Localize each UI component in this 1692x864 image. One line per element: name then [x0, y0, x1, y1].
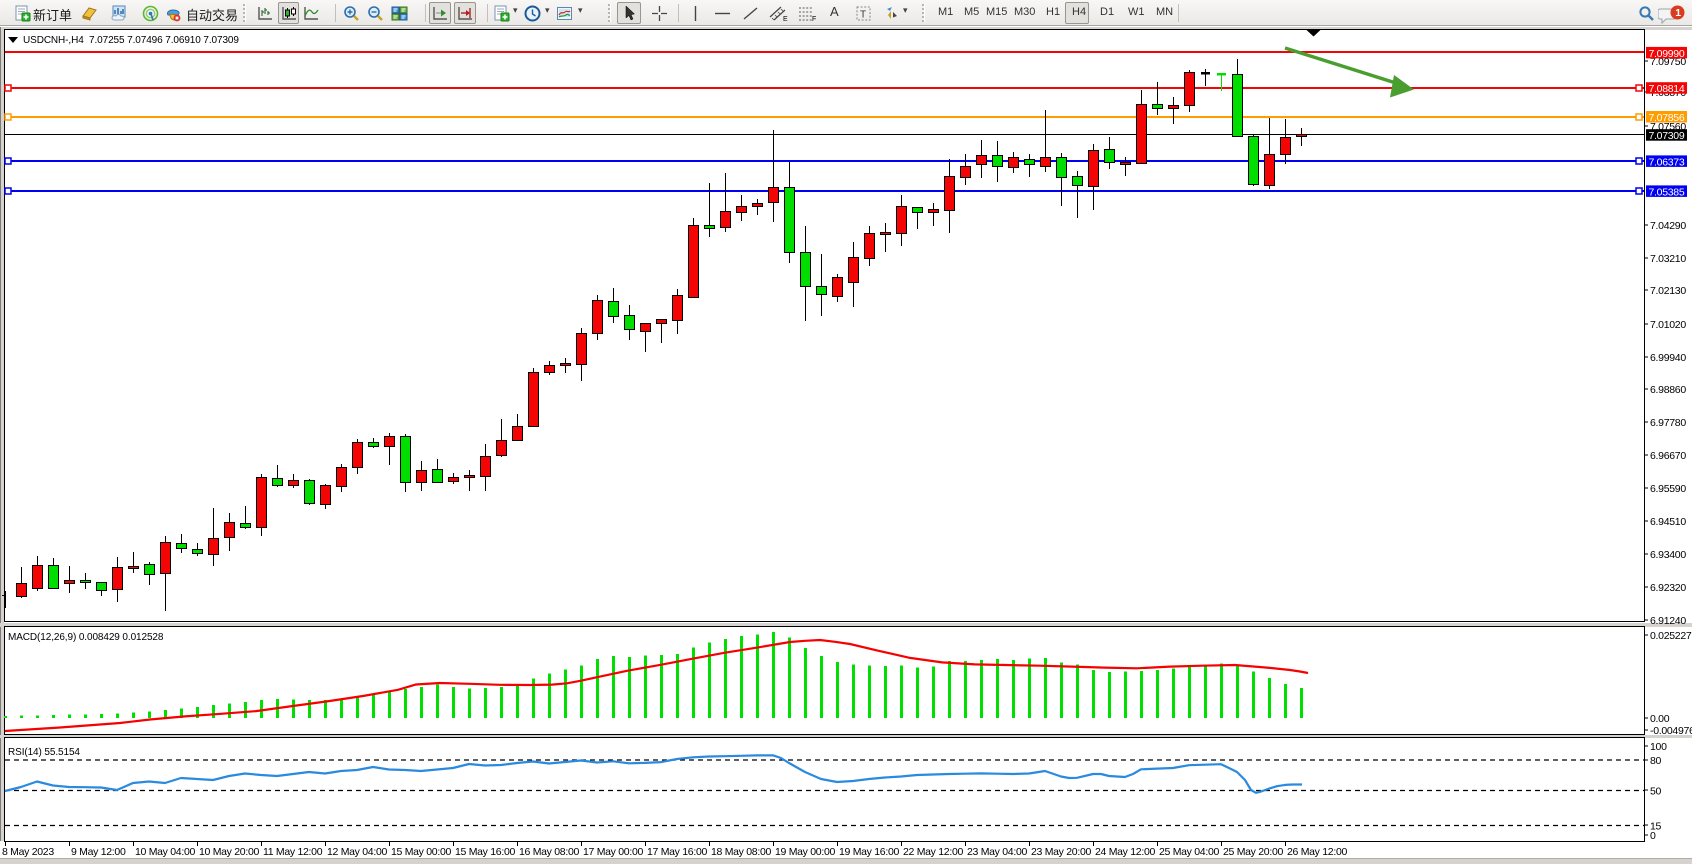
svg-text:0.00: 0.00 [1650, 713, 1670, 725]
svg-text:6.98860: 6.98860 [1650, 384, 1686, 396]
svg-text:7.07856: 7.07856 [1649, 112, 1685, 124]
svg-text:7.04290: 7.04290 [1650, 220, 1686, 232]
svg-text:26 May 12:00: 26 May 12:00 [1287, 846, 1347, 858]
svg-text:15 May 00:00: 15 May 00:00 [391, 846, 451, 858]
svg-text:17 May 00:00: 17 May 00:00 [583, 846, 643, 858]
svg-text:7.08814: 7.08814 [1649, 83, 1685, 95]
svg-text:23 May 04:00: 23 May 04:00 [967, 846, 1027, 858]
svg-text:7.03210: 7.03210 [1650, 253, 1686, 265]
svg-text:10 May 20:00: 10 May 20:00 [199, 846, 259, 858]
svg-text:7.09990: 7.09990 [1649, 48, 1685, 60]
svg-text:9 May 12:00: 9 May 12:00 [71, 846, 126, 858]
svg-text:18 May 08:00: 18 May 08:00 [711, 846, 771, 858]
svg-text:7.02130: 7.02130 [1650, 285, 1686, 297]
svg-text:17 May 16:00: 17 May 16:00 [647, 846, 707, 858]
svg-text:50: 50 [1650, 786, 1662, 798]
svg-text:10 May 04:00: 10 May 04:00 [135, 846, 195, 858]
svg-text:15 May 16:00: 15 May 16:00 [455, 846, 515, 858]
svg-text:6.93400: 6.93400 [1650, 549, 1686, 561]
svg-text:25 May 04:00: 25 May 04:00 [1159, 846, 1219, 858]
svg-text:16 May 08:00: 16 May 08:00 [519, 846, 579, 858]
svg-text:0.025227: 0.025227 [1650, 630, 1692, 642]
svg-text:6.95590: 6.95590 [1650, 483, 1686, 495]
svg-text:7.05385: 7.05385 [1649, 186, 1685, 198]
svg-text:80: 80 [1650, 755, 1662, 767]
svg-text:6.94510: 6.94510 [1650, 516, 1686, 528]
svg-text:19 May 00:00: 19 May 00:00 [775, 846, 835, 858]
svg-text:24 May 12:00: 24 May 12:00 [1095, 846, 1155, 858]
svg-text:-0.004976: -0.004976 [1650, 725, 1692, 737]
svg-text:6.91240: 6.91240 [1650, 615, 1686, 627]
svg-text:T: T [860, 10, 866, 21]
svg-text:6.92320: 6.92320 [1650, 582, 1686, 594]
svg-text:RSI(14) 55.5154: RSI(14) 55.5154 [8, 747, 80, 758]
svg-text:F: F [812, 16, 816, 22]
svg-text:12 May 04:00: 12 May 04:00 [327, 846, 387, 858]
svg-text:MACD(12,26,9) 0.008429 0.01252: MACD(12,26,9) 0.008429 0.012528 [8, 632, 164, 643]
svg-text:11 May 12:00: 11 May 12:00 [263, 846, 323, 858]
svg-text:22 May 12:00: 22 May 12:00 [903, 846, 963, 858]
svg-text:7.06373: 7.06373 [1649, 156, 1685, 168]
svg-text:0: 0 [1650, 830, 1656, 842]
svg-text:100: 100 [1650, 741, 1667, 753]
svg-text:7.09750: 7.09750 [1650, 56, 1686, 68]
svg-text:1: 1 [1675, 7, 1681, 19]
svg-text:E: E [783, 16, 788, 22]
svg-text:7.01020: 7.01020 [1650, 319, 1686, 331]
svg-text:6.96670: 6.96670 [1650, 450, 1686, 462]
svg-text:7.07309: 7.07309 [1649, 130, 1685, 142]
svg-text:8 May 2023: 8 May 2023 [2, 846, 54, 858]
svg-text:19 May 16:00: 19 May 16:00 [839, 846, 899, 858]
svg-text:23 May 20:00: 23 May 20:00 [1031, 846, 1091, 858]
svg-text:15: 15 [1650, 821, 1662, 833]
svg-text:6.97780: 6.97780 [1650, 417, 1686, 429]
svg-text:6.99940: 6.99940 [1650, 352, 1686, 364]
svg-text:25 May 20:00: 25 May 20:00 [1223, 846, 1283, 858]
svg-text:USDCNH-,H4 7.07255 7.07496 7.: USDCNH-,H4 7.07255 7.07496 7.06910 7.073… [23, 35, 239, 46]
